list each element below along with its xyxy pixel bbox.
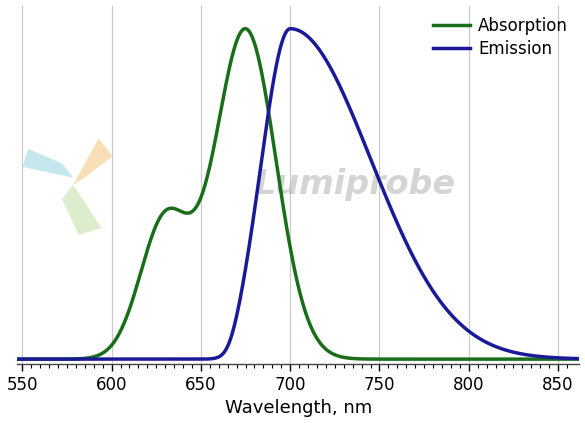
Polygon shape [23, 149, 73, 178]
Polygon shape [73, 138, 112, 185]
X-axis label: Wavelength, nm: Wavelength, nm [225, 399, 372, 418]
Legend: Absorption, Emission: Absorption, Emission [426, 11, 574, 65]
Polygon shape [62, 185, 101, 235]
Text: Lumiprobe: Lumiprobe [254, 168, 455, 201]
